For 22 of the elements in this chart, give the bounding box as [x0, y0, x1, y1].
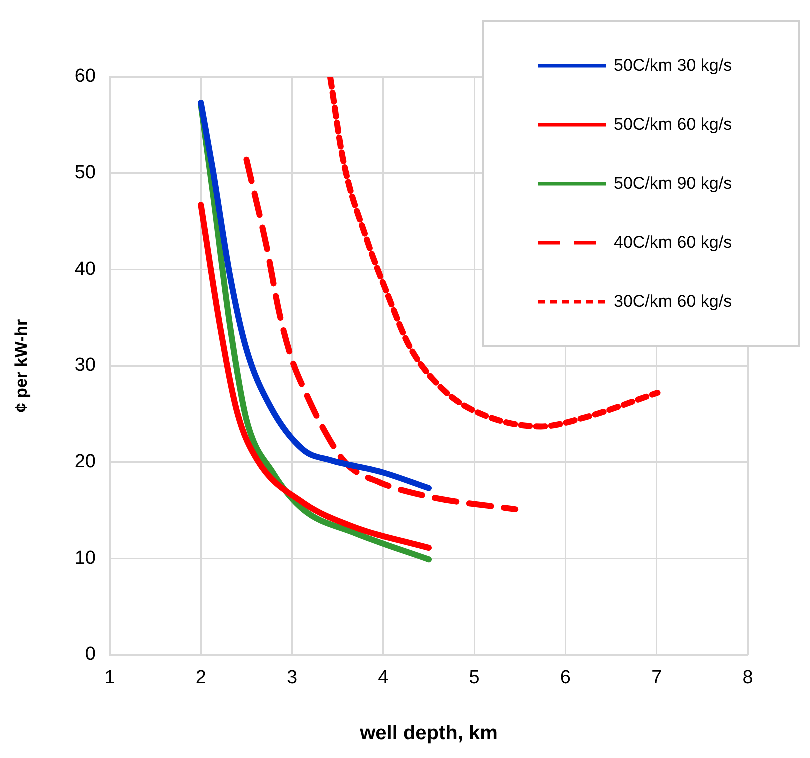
x-tick-label: 8 [742, 668, 754, 689]
x-tick-label: 2 [196, 668, 206, 689]
x-tick-label: 1 [104, 668, 116, 689]
y-tick-label: 60 [74, 66, 96, 88]
y-axis-title: ¢ per kW-hr [12, 319, 31, 413]
y-tick-label: 0 [85, 644, 96, 666]
legend-label: 50C/km 60 kg/s [614, 114, 732, 134]
x-tick-label: 4 [378, 668, 390, 689]
y-tick-label: 50 [74, 162, 96, 184]
legend-label: 50C/km 90 kg/s [614, 174, 732, 194]
y-tick-label: 30 [74, 355, 96, 376]
x-tick-label: 3 [286, 668, 298, 689]
x-tick-label: 6 [560, 668, 572, 689]
y-tick-label: 10 [74, 548, 96, 569]
y-tick-label: 20 [74, 452, 96, 473]
legend-label: 30C/km 60 kg/s [614, 292, 732, 312]
legend-label: 50C/km 30 kg/s [614, 56, 732, 76]
x-tick-label: 5 [469, 668, 480, 689]
x-tick-label: 7 [652, 668, 662, 689]
y-tick-label: 40 [74, 258, 96, 280]
x-axis-title: well depth, km [359, 722, 498, 745]
legend-label: 40C/km 60 kg/s [614, 232, 732, 252]
